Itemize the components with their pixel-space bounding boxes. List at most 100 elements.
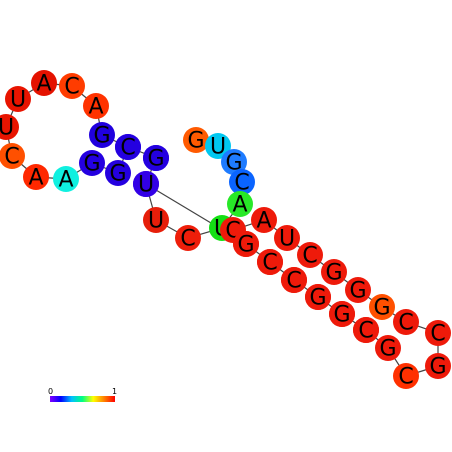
nucleotide: G <box>345 277 371 304</box>
nucleotide: C <box>353 317 379 344</box>
nucleotide: G <box>183 127 209 154</box>
nucleotide-circle <box>274 225 300 251</box>
nucleotide-letter: G <box>187 129 204 154</box>
nucleotide-letter: C <box>286 269 301 294</box>
nucleotide: G <box>143 145 169 172</box>
nucleotide: G <box>221 149 247 176</box>
nucleotide: C <box>175 225 201 252</box>
nucleotide-circle <box>83 93 109 119</box>
nucleotide: C <box>0 143 25 170</box>
nucleotide-letter: A <box>88 95 103 120</box>
nucleotide-letter: C <box>430 322 445 347</box>
nucleotide: A <box>251 207 277 234</box>
nucleotide-letter: G <box>333 303 350 328</box>
nucleotide: U <box>205 133 231 160</box>
nucleotide-circle <box>175 225 201 251</box>
nucleotide: U <box>274 225 300 252</box>
nucleotide: A <box>53 166 79 193</box>
nucleotide-letter: C <box>398 311 413 336</box>
nucleotide-circle <box>105 160 131 186</box>
nucleotide: U <box>133 171 159 198</box>
nucleotide-letter: G <box>237 233 254 258</box>
nucleotide-circle <box>59 73 85 99</box>
nucleotide-letter: G <box>83 152 100 177</box>
nucleotide-circle <box>89 122 115 148</box>
nucleotide: G <box>105 160 131 187</box>
nucleotide-letter: U <box>0 116 14 141</box>
nucleotide-letter: G <box>225 151 242 176</box>
nucleotide-circle <box>393 309 419 335</box>
nucleotide-circle <box>305 284 331 310</box>
nucleotide-letter: G <box>309 286 326 311</box>
nucleotide-letter: G <box>147 147 164 172</box>
nucleotide-letter: G <box>325 261 342 286</box>
nucleotide-circle <box>257 249 283 275</box>
nucleotide: G <box>233 231 259 258</box>
nucleotide-letter: G <box>93 124 110 149</box>
nucleotide-letter: U <box>210 135 226 160</box>
nucleotide-letter: U <box>10 88 26 113</box>
nucleotide: U <box>0 114 19 141</box>
nucleotide-circle <box>321 259 347 285</box>
nucleotide-letter: G <box>429 355 446 380</box>
nucleotide-letter: A <box>36 72 51 97</box>
nucleotide: C <box>281 267 307 294</box>
nucleotide-circle <box>53 166 79 192</box>
nucleotide-circle <box>425 353 451 379</box>
nucleotide: G <box>321 259 347 286</box>
nucleotide: G <box>89 122 115 149</box>
nucleotide-letter: C <box>398 365 413 390</box>
nucleotide-circle <box>115 134 141 160</box>
nucleotide-circle <box>251 207 277 233</box>
colorbar-legend: 0 1 <box>48 387 117 402</box>
nucleotide-letter: U <box>148 209 164 234</box>
nucleotide: A <box>83 93 109 120</box>
nucleotide: C <box>115 134 141 161</box>
nucleotide-letter: C <box>64 75 79 100</box>
nucleotide: C <box>59 73 85 100</box>
nucleotide-circle <box>227 191 253 217</box>
nucleotide: C <box>425 320 451 347</box>
nucleotide-circle <box>375 335 401 361</box>
nucleotide-circle <box>23 164 49 190</box>
nucleotide-letter: C <box>180 227 195 252</box>
nucleotide-circle <box>345 277 371 303</box>
nucleotide-letter: A <box>58 168 73 193</box>
nucleotide-circle <box>353 317 379 343</box>
nucleotide: C <box>297 242 323 269</box>
nucleotide-circle <box>229 169 255 195</box>
nucleotide-letter: U <box>279 227 295 252</box>
nucleotide-circle <box>31 70 57 96</box>
nucleotide-circle <box>221 149 247 175</box>
nucleotide-circle <box>425 320 451 346</box>
nucleotide: G <box>329 301 355 328</box>
nucleotide: C <box>229 169 255 196</box>
nucleotide-letter: C <box>302 244 317 269</box>
nucleotide-circle <box>79 150 105 176</box>
nucleotide: G <box>375 335 401 362</box>
nucleotide-circle <box>0 114 19 140</box>
nucleotide: C <box>393 363 419 390</box>
colorbar-gradient <box>50 396 115 402</box>
nucleotide: A <box>31 70 57 97</box>
nucleotide-letter: C <box>4 145 19 170</box>
nucleotide-letter: G <box>379 337 396 362</box>
nucleotide: A <box>23 164 49 191</box>
nucleotide: G <box>305 284 331 311</box>
nucleotide-letter: C <box>120 136 135 161</box>
nucleotide-letter: G <box>349 279 366 304</box>
nucleotide-circle <box>329 301 355 327</box>
nucleotide-circle <box>393 363 419 389</box>
nucleotide-letter: U <box>138 173 154 198</box>
nucleotide: C <box>257 249 283 276</box>
nucleotide: C <box>393 309 419 336</box>
nucleotide-letter: C <box>262 251 277 276</box>
nucleotide-letter: C <box>358 319 373 344</box>
nucleotide: U <box>5 86 31 113</box>
colorbar-min-label: 0 <box>48 387 53 396</box>
nucleotide-circle <box>0 143 25 169</box>
nucleotide-circle <box>183 127 209 153</box>
nucleotide-circle <box>297 242 323 268</box>
